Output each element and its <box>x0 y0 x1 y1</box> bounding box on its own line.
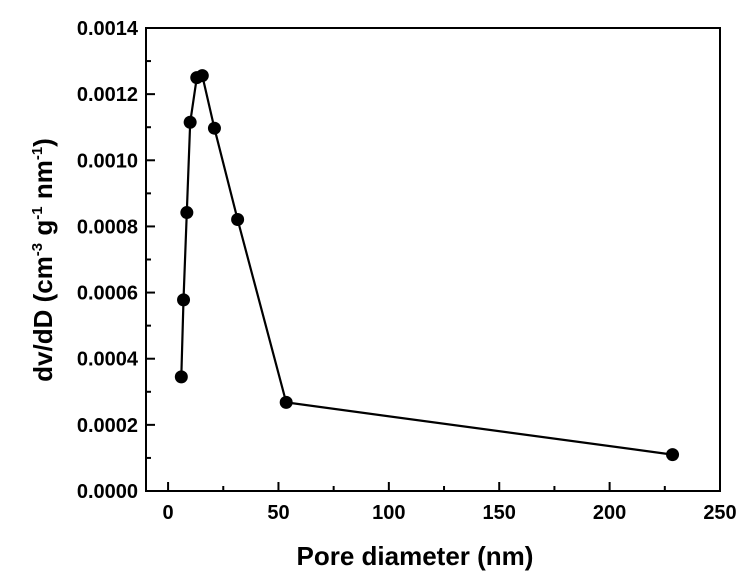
data-point <box>177 293 191 307</box>
x-tick-label: 150 <box>483 502 516 524</box>
y-tick-label: 0.0000 <box>77 481 138 503</box>
series-line <box>180 74 673 456</box>
data-point <box>180 206 194 220</box>
data-point <box>207 121 221 135</box>
x-tick-label: 0 <box>163 502 174 524</box>
y-axis-title-part: ) <box>28 138 58 147</box>
y-axis-title-superscript: -1 <box>29 147 46 160</box>
y-axis-title: dv/dD (cm-3 g-1 nm-1) <box>28 138 58 382</box>
y-axis-title-superscript: -3 <box>29 243 46 256</box>
data-point <box>231 212 245 226</box>
y-axis-title-part: nm <box>28 160 58 206</box>
x-tick-label: 250 <box>703 502 736 524</box>
x-axis-title: Pore diameter (nm) <box>297 541 534 571</box>
y-tick-label: 0.0002 <box>77 415 138 437</box>
y-tick-label: 0.0004 <box>77 349 139 371</box>
y-axis-title-part: g <box>28 220 58 243</box>
data-point <box>195 69 209 83</box>
y-tick-label: 0.0006 <box>77 283 138 305</box>
y-axis: 0.0000 0.0002 0.0004 0.0006 0.0008 0.0010 0.00… <box>77 18 155 503</box>
series-polyline <box>180 74 673 456</box>
y-tick-label: 0.0014 <box>77 18 139 40</box>
data-points <box>174 69 680 462</box>
x-tick-label: 200 <box>593 502 626 524</box>
data-point <box>279 395 293 409</box>
y-axis-title-part: dv/dD (cm <box>28 256 58 382</box>
data-point <box>666 448 680 462</box>
y-tick-label: 0.0010 <box>77 150 138 172</box>
x-tick-label: 100 <box>372 502 405 524</box>
data-point <box>174 370 188 384</box>
x-tick-label: 50 <box>267 502 289 524</box>
y-tick-label: 0.0008 <box>77 216 138 238</box>
x-axis: 0 50 100 150 200 250 <box>163 482 737 524</box>
y-axis-title-superscript: -1 <box>29 206 46 219</box>
data-point <box>183 115 197 129</box>
y-tick-label: 0.0012 <box>77 84 138 106</box>
